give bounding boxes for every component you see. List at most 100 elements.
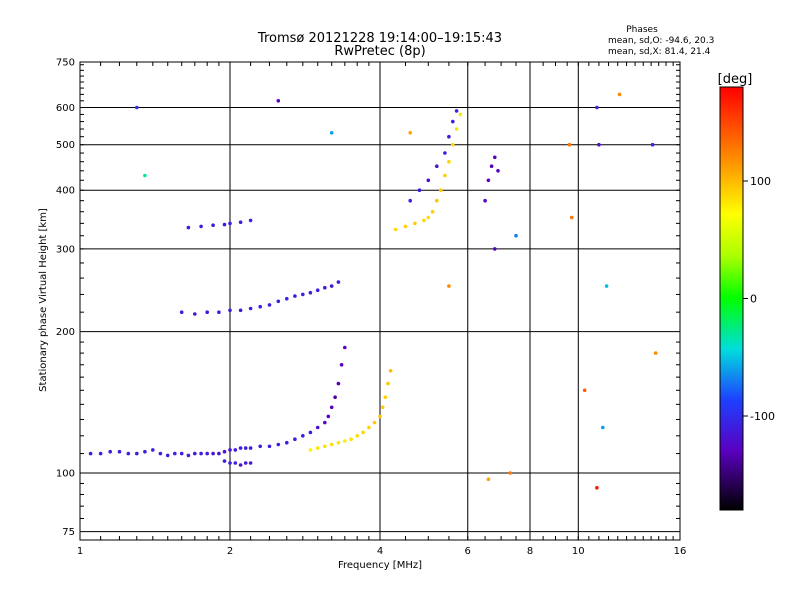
data-point [217,451,221,456]
data-point [367,425,371,430]
y-axis-label: Stationary phase Virtual Height [km] [38,208,49,392]
data-point [258,304,263,309]
y-tick-label: 200 [56,327,75,338]
data-point [135,105,139,110]
data-point [238,308,243,313]
data-point [199,224,203,229]
data-point [276,442,281,447]
data-point [222,222,227,227]
data-point [186,225,191,230]
colorbar-ticks: 100 0 -100 [743,175,775,423]
data-point [333,395,337,400]
data-point [228,448,232,452]
data-point [117,449,122,454]
data-point [276,299,281,304]
data-point [293,294,297,298]
data-point [329,284,334,288]
data-point [383,395,388,400]
data-point [315,446,320,450]
y-tick-label: 600 [56,103,75,114]
data-point [173,451,177,456]
data-point [443,151,447,155]
data-point [567,142,572,147]
data-point [285,440,289,445]
data-point [233,448,238,452]
data-point [380,405,385,410]
data-point [228,461,232,465]
data-point [595,105,599,110]
data-point [361,430,365,435]
data-point [293,437,297,442]
data-point [248,446,253,450]
data-point [233,461,238,465]
colorbar-label: [deg] [718,72,753,87]
x-tick-label: 16 [674,546,687,557]
data-point [595,486,599,490]
data-point [217,310,221,315]
data-point [443,173,447,178]
data-point [248,218,253,223]
colorbar-tick-label: -100 [750,410,775,423]
data-point [267,444,272,449]
data-point [211,223,215,227]
data-point [205,451,209,456]
data-point [489,164,494,168]
y-tick-label: 100 [56,468,75,479]
data-point [439,188,443,192]
data-point [604,284,609,288]
data-point [98,451,103,456]
data-point [308,430,313,435]
x-tick-label: 6 [465,546,471,557]
data-point [508,471,512,475]
data-point [486,477,491,482]
data-point [193,312,197,316]
data-point [386,381,390,386]
data-point [323,285,327,290]
data-point [243,461,248,465]
data-point [228,308,232,313]
data-point [301,434,305,438]
data-point [447,134,451,139]
data-point [276,99,281,103]
data-point [165,453,170,458]
data-point [422,218,426,223]
data-point [243,446,248,450]
colorbar [719,86,744,511]
data-point [336,280,341,284]
data-point [343,345,347,350]
data-point [151,448,155,452]
data-point [205,310,209,315]
data-point [329,131,334,135]
data-point [143,173,147,178]
data-point [493,155,497,160]
data-point [329,442,334,447]
data-point [458,112,463,117]
data-point [454,127,459,131]
data-point [238,220,243,224]
x-tick-label: 8 [527,546,533,557]
data-point [326,414,331,419]
data-point [248,461,253,465]
data-point [222,449,227,454]
data-points [88,92,658,490]
data-point [126,451,131,456]
data-point [435,164,439,168]
data-point [285,296,289,301]
chart-title: Tromsø 20121228 19:14:00–19:15:43 [257,31,502,46]
data-point [447,159,451,164]
data-point [483,198,487,203]
x-axis-ticks: 1 2 4 6 8 10 16 [77,62,687,557]
data-point [378,414,382,419]
data-point [238,446,243,450]
data-point [179,310,184,315]
data-point [454,109,459,113]
data-point [569,215,574,220]
data-point [451,119,455,124]
data-point [179,451,184,456]
data-point [108,449,112,454]
data-point [447,284,451,288]
data-point [315,425,320,430]
data-point [339,363,344,367]
data-point [617,92,622,97]
